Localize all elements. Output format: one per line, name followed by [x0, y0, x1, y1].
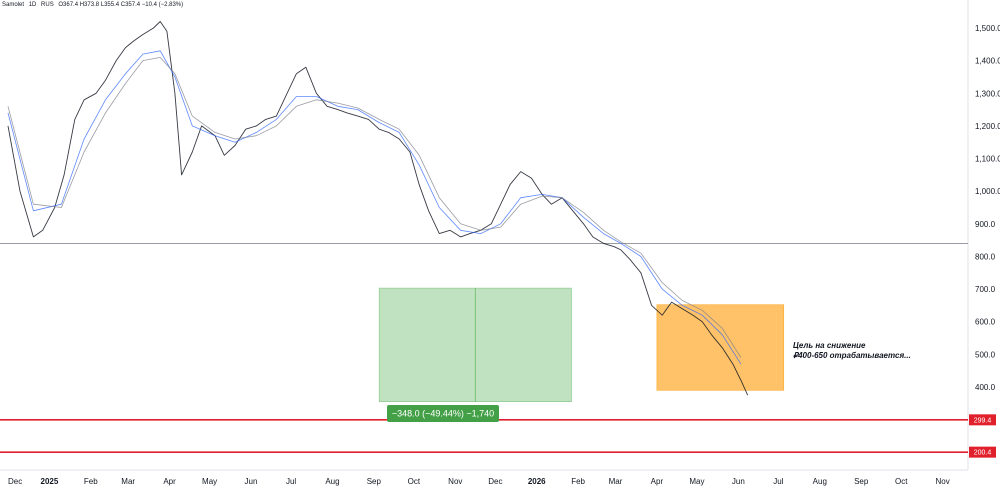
y-tick-label: 1,400.0: [975, 57, 1000, 66]
x-tick-label: May: [202, 477, 217, 486]
drawings-boxes[interactable]: [378, 287, 785, 402]
ma-fast-line: [7, 50, 742, 365]
price-series: [7, 21, 749, 396]
y-tick-label: 1,200.0: [975, 122, 1000, 131]
y-tick-label: 700.0: [975, 285, 996, 294]
y-tick-label: 1,300.0: [975, 89, 1000, 98]
exchange-label: RUS: [41, 2, 54, 8]
x-tick-label: Oct: [895, 477, 908, 486]
y-tick-label: 400.0: [975, 383, 996, 392]
x-tick-label: Sep: [367, 477, 382, 486]
price-badge: [969, 446, 996, 458]
measure-badge-background: [387, 405, 499, 422]
x-tick-label: Jul: [286, 477, 296, 486]
time-axis[interactable]: Dec 2025 Feb Mar Apr May Jun Jul Aug Sep Oct Nov Dec…: [8, 477, 950, 486]
x-tick-label: Jun: [732, 477, 745, 486]
ma-slow-line: [7, 57, 742, 358]
price-line: [7, 21, 749, 396]
x-tick-label: Aug: [325, 477, 339, 486]
x-tick-label: Dec: [8, 477, 22, 486]
x-tick-label: Mar: [121, 477, 135, 486]
x-tick-label: Nov: [936, 477, 950, 486]
x-tick-label: Sep: [854, 477, 869, 486]
y-tick-label: 600.0: [975, 318, 996, 327]
x-tick-label: Dec: [488, 477, 502, 486]
annotation-line-1[interactable]: Цель на снижение: [793, 341, 866, 350]
x-tick-label: Apr: [163, 477, 176, 486]
y-tick-label: 900.0: [975, 220, 996, 229]
x-tick-label: Mar: [609, 477, 623, 486]
y-tick-label: 1,500.0: [975, 24, 1000, 33]
price-badge-label: 299.4: [974, 417, 992, 424]
x-tick-label: Oct: [408, 477, 421, 486]
price-badge-label: 200.4: [974, 450, 992, 457]
x-tick-label: 2025: [41, 477, 59, 486]
interval-label: 1D: [29, 2, 37, 8]
x-tick-label: Jul: [773, 477, 783, 486]
x-tick-label: Feb: [84, 477, 98, 486]
y-tick-label: 500.0: [975, 350, 996, 359]
y-tick-label: 800.0: [975, 252, 996, 261]
measure-label: −348.0 (−49.44%) −1,740: [392, 409, 494, 419]
x-tick-label: Nov: [448, 477, 462, 486]
y-tick-label: 1,000.0: [975, 187, 1000, 196]
price-axis-badges: 299.4 200.4: [969, 414, 996, 458]
target-box[interactable]: [656, 304, 785, 391]
price-badge: [969, 414, 996, 426]
x-tick-label: Apr: [651, 477, 664, 486]
annotation-line-2[interactable]: ₽400-650 отрабатывается...: [793, 351, 911, 360]
y-tick-label: 1,100.0: [975, 155, 1000, 164]
chart-header: Samolet 1D RUS O367.4 H373.8 L355.4 C357…: [2, 2, 183, 8]
measure-badge[interactable]: −348.0 (−49.44%) −1,740: [387, 405, 499, 422]
x-tick-label: Aug: [813, 477, 827, 486]
price-axis[interactable]: 400.0 500.0 600.0 700.0 800.0 900.0 1,000.0 1,1…: [975, 24, 1000, 392]
x-tick-label: 2026: [528, 477, 546, 486]
x-tick-label: May: [689, 477, 704, 486]
ohlc-readout: O367.4 H373.8 L355.4 C357.4 −10.4 (−2.83…: [58, 2, 183, 8]
symbol-name: Samolet: [2, 2, 24, 8]
x-tick-label: Feb: [571, 477, 585, 486]
x-tick-label: Jun: [245, 477, 258, 486]
